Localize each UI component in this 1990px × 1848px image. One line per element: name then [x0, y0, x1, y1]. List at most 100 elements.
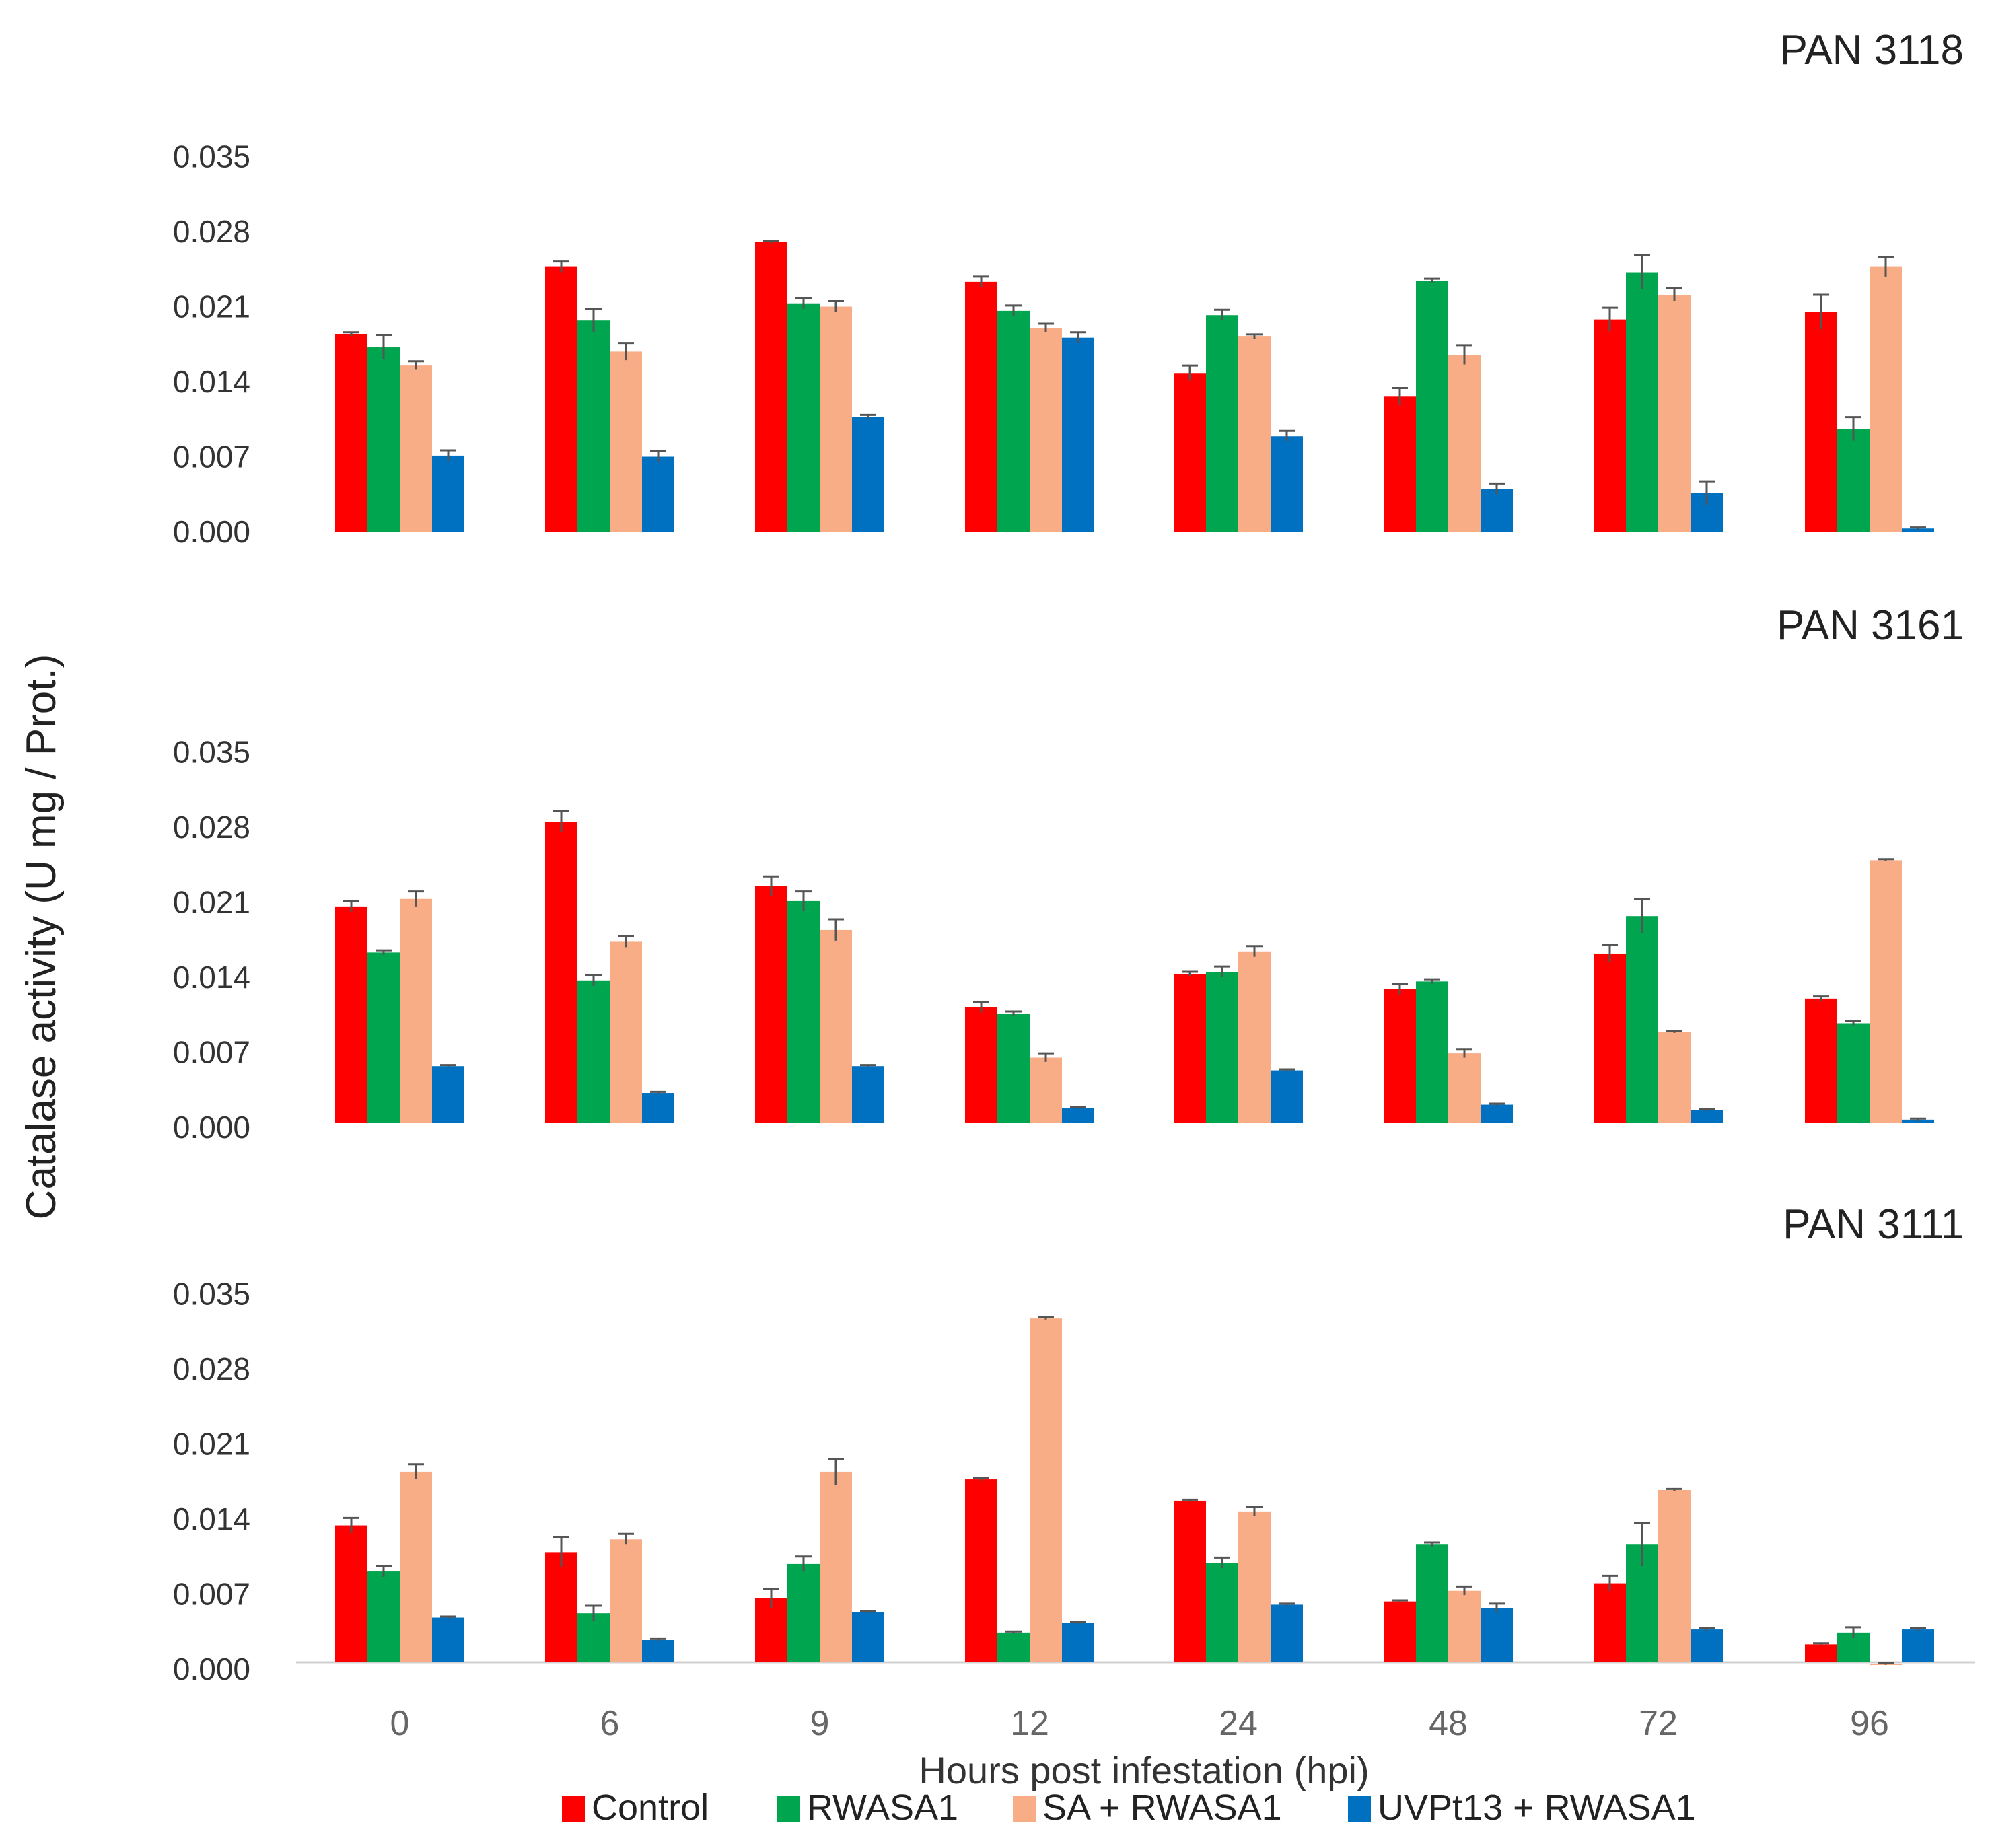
panel-pan-3118: PAN 3118 0.000 0.007 0.014 0.021 0.028 0.035	[173, 27, 1964, 549]
x-tick-label: 96	[1850, 1704, 1889, 1743]
y-tick-label: 0.000	[173, 514, 250, 549]
x-tick-labels: 0 6 9 12 24 48 72 96	[390, 1704, 1889, 1743]
bar	[1448, 1590, 1481, 1662]
bar	[1805, 312, 1837, 532]
bar	[400, 898, 432, 1123]
legend-swatch	[562, 1796, 585, 1822]
bar	[965, 1479, 997, 1662]
bar	[432, 1066, 464, 1123]
bar	[1481, 489, 1513, 532]
x-tick-label: 24	[1219, 1704, 1258, 1743]
y-tick-label: 0.028	[173, 1351, 250, 1386]
bar	[610, 941, 642, 1123]
bar	[1206, 315, 1238, 532]
bar	[1174, 1500, 1206, 1662]
bar	[1870, 266, 1902, 532]
panel-title: PAN 3111	[1783, 1201, 1964, 1248]
bar	[335, 906, 367, 1123]
bar	[335, 1525, 367, 1662]
legend-label: UVPt13 + RWASA1	[1378, 1787, 1696, 1828]
bar	[1174, 974, 1206, 1123]
bar	[1174, 373, 1206, 532]
bar	[577, 320, 610, 532]
legend-label: SA + RWASA1	[1042, 1787, 1282, 1828]
bar	[1271, 1070, 1303, 1123]
bar	[1481, 1104, 1513, 1123]
bar	[1062, 337, 1094, 532]
bar	[1238, 1511, 1271, 1662]
bar	[1030, 1318, 1062, 1662]
bar	[852, 1066, 884, 1123]
bar	[642, 1093, 674, 1123]
bar	[755, 1598, 787, 1662]
bar	[787, 303, 820, 532]
y-tick-label: 0.028	[173, 214, 250, 249]
bar	[1238, 336, 1271, 532]
bar	[400, 1471, 432, 1662]
bar	[1206, 1563, 1238, 1662]
y-tick-label: 0.014	[173, 364, 250, 399]
legend-swatch	[1348, 1796, 1371, 1822]
bar	[852, 417, 884, 532]
bar	[997, 1014, 1030, 1123]
x-tick-label: 9	[810, 1704, 830, 1743]
y-tick-label: 0.000	[173, 1651, 250, 1686]
y-tick-label: 0.000	[173, 1110, 250, 1145]
y-tick-label: 0.014	[173, 1501, 250, 1536]
bar	[400, 365, 432, 532]
legend-label: RWASA1	[807, 1787, 958, 1828]
bar	[1837, 1023, 1870, 1123]
panel-title: PAN 3118	[1780, 27, 1964, 73]
bar	[1416, 981, 1448, 1123]
bar	[367, 347, 400, 532]
bar	[1481, 1608, 1513, 1662]
y-tick-label: 0.007	[173, 439, 250, 474]
y-tick-label: 0.007	[173, 1035, 250, 1070]
bar	[1594, 319, 1626, 532]
bar	[545, 266, 577, 532]
bar	[1384, 396, 1416, 532]
bar	[335, 334, 367, 532]
y-tick-label: 0.021	[173, 885, 250, 920]
bar	[545, 1552, 577, 1662]
panel-pan-3161: PAN 3161 0.000 0.007 0.014 0.021 0.028 0.035	[173, 602, 1964, 1145]
bar	[1448, 1053, 1481, 1123]
bar	[965, 281, 997, 532]
y-tick-label: 0.021	[173, 1427, 250, 1462]
bar	[1805, 1644, 1837, 1662]
bar	[1206, 972, 1238, 1123]
y-tick-label: 0.007	[173, 1577, 250, 1612]
x-tick-label: 12	[1010, 1704, 1049, 1743]
bar	[997, 310, 1030, 532]
y-tick-label: 0.035	[173, 139, 250, 174]
bar	[1062, 1108, 1094, 1123]
bar	[1691, 1110, 1723, 1123]
bar	[1030, 328, 1062, 532]
bar	[432, 455, 464, 532]
bar	[610, 351, 642, 532]
bar	[1384, 989, 1416, 1123]
bar	[1271, 1604, 1303, 1662]
bar	[1062, 1623, 1094, 1662]
bar	[1658, 1032, 1691, 1123]
x-tick-label: 6	[600, 1704, 620, 1743]
bar	[1902, 1119, 1934, 1123]
y-tick-label: 0.014	[173, 960, 250, 995]
bar	[577, 980, 610, 1123]
bar	[1594, 1583, 1626, 1662]
y-tick-label: 0.035	[173, 1277, 250, 1312]
legend-label: Control	[592, 1787, 709, 1828]
bar	[1837, 429, 1870, 532]
bar	[367, 1571, 400, 1662]
legend-swatch	[777, 1796, 800, 1822]
bar	[1805, 998, 1837, 1123]
bar	[610, 1539, 642, 1662]
x-axis-label: Hours post infestation (hpi)	[919, 1749, 1369, 1791]
bar	[1271, 436, 1303, 532]
bar	[545, 822, 577, 1123]
bar	[820, 929, 852, 1123]
bar	[787, 1563, 820, 1662]
bar	[1658, 294, 1691, 532]
panel-title: PAN 3161	[1777, 602, 1964, 649]
